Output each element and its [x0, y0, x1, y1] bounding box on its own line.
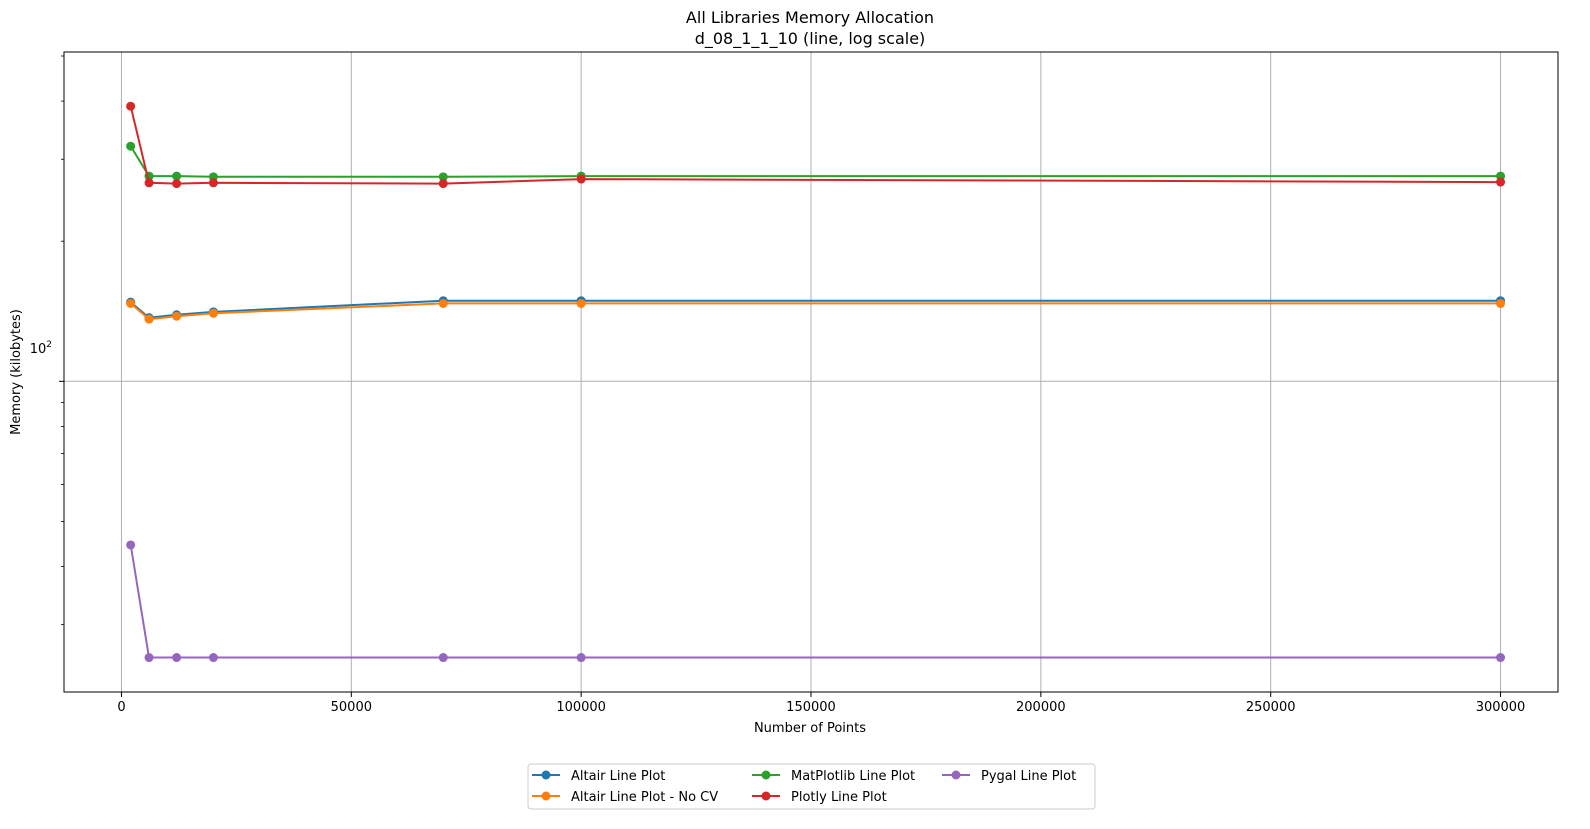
- legend-item-matplotlib-line-plot: MatPlotlib Line Plot: [752, 769, 915, 784]
- data-point: [144, 653, 154, 663]
- data-point: [144, 314, 154, 324]
- data-point: [576, 653, 586, 663]
- data-point: [126, 101, 136, 111]
- x-tick-label: 250000: [1246, 700, 1296, 715]
- data-point: [438, 172, 448, 182]
- legend-item-altair-line-plot-no-cv: Altair Line Plot - No CV: [532, 790, 718, 805]
- y-tick-label-100: 102: [30, 340, 52, 357]
- y-axis-ticks: 102: [30, 55, 64, 626]
- data-point: [438, 653, 448, 663]
- data-point: [172, 311, 182, 321]
- data-point: [208, 308, 218, 318]
- x-axis-label: Number of Points: [754, 721, 866, 736]
- legend-label: Plotly Line Plot: [791, 790, 887, 805]
- x-axis-ticks: 0 50000 100000 150000 200000 250000 300000: [117, 692, 1525, 715]
- x-tick-label: 200000: [1016, 700, 1066, 715]
- data-point: [438, 179, 448, 189]
- legend-swatch-marker: [761, 770, 771, 780]
- data-point: [576, 174, 586, 184]
- legend-swatch-marker: [951, 770, 961, 780]
- x-tick-label: 50000: [331, 700, 372, 715]
- data-point: [576, 298, 586, 308]
- data-point: [208, 178, 218, 188]
- legend-item-altair-line-plot: Altair Line Plot: [532, 769, 665, 784]
- x-tick-label: 300000: [1476, 700, 1526, 715]
- data-point: [126, 298, 136, 308]
- legend: Altair Line Plot Altair Line Plot - No CV…: [527, 763, 1096, 810]
- legend-swatch-marker: [541, 770, 551, 780]
- data-point: [126, 141, 136, 151]
- legend-swatch-marker: [541, 791, 551, 801]
- data-point: [172, 171, 182, 181]
- legend-label: Pygal Line Plot: [981, 769, 1076, 784]
- data-point: [1496, 177, 1506, 187]
- y-axis-label: Memory (kilobytes): [9, 309, 24, 435]
- legend-label: MatPlotlib Line Plot: [791, 769, 915, 784]
- data-point: [1496, 653, 1506, 663]
- series-altair-line-plot-no-cv: [126, 298, 1506, 324]
- legend-label: Altair Line Plot: [571, 769, 665, 784]
- data-point: [438, 298, 448, 308]
- legend-item-pygal-line-plot: Pygal Line Plot: [942, 769, 1076, 784]
- data-point: [126, 540, 136, 550]
- x-tick-label: 100000: [556, 700, 606, 715]
- chart-title: All Libraries Memory Allocation: [686, 8, 934, 27]
- legend-label: Altair Line Plot - No CV: [571, 790, 718, 805]
- series-plotly-line-plot: [126, 101, 1506, 189]
- series-pygal-line-plot: [126, 540, 1506, 663]
- legend-item-plotly-line-plot: Plotly Line Plot: [752, 790, 887, 805]
- x-tick-label: 150000: [786, 700, 836, 715]
- data-point: [208, 653, 218, 663]
- grid-lines: [64, 52, 1558, 692]
- chart-subtitle: d_08_1_1_10 (line, log scale): [695, 29, 926, 49]
- legend-swatch-marker: [761, 791, 771, 801]
- data-point: [172, 653, 182, 663]
- x-tick-label: 0: [117, 700, 125, 715]
- data-point: [144, 178, 154, 188]
- data-point: [1496, 298, 1506, 308]
- data-point: [172, 179, 182, 189]
- data-series: [126, 101, 1506, 663]
